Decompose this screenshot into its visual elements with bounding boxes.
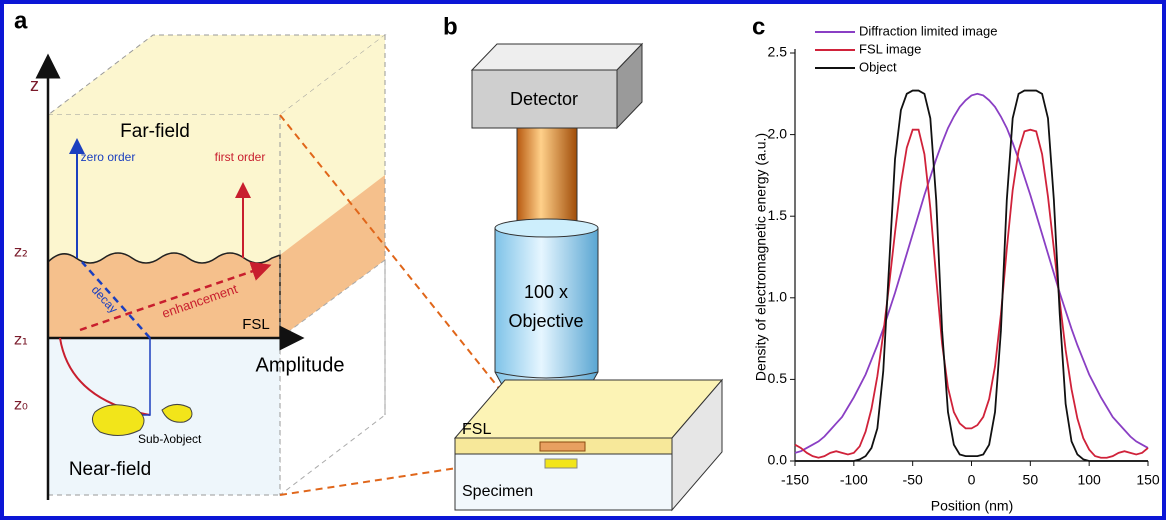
x-tick-label: 50 (1023, 472, 1039, 488)
x-tick-label: -150 (781, 472, 809, 488)
y-tick-label: 0.0 (768, 452, 788, 468)
axis-level: z₂ (14, 243, 28, 261)
axis-level: z₀ (14, 396, 28, 414)
panel-c: c Position (nm) Density of electromagnet… (752, 13, 1160, 513)
panel-label: b (443, 13, 458, 40)
detector-top (472, 44, 642, 70)
layer-label: Specimen (462, 483, 533, 500)
component-label: Detector (510, 89, 578, 109)
component-label: Objective (508, 311, 583, 331)
axis-label: z (30, 75, 39, 95)
layer-label: FSL (462, 421, 491, 438)
series-line (795, 94, 1148, 453)
y-tick-label: 2.0 (768, 125, 788, 141)
panel-label: a (14, 7, 28, 34)
legend-label: Diffraction limited image (859, 23, 997, 38)
y-tick-label: 1.0 (768, 289, 788, 305)
y-tick-label: 1.5 (768, 207, 788, 223)
x-tick-label: 0 (968, 472, 976, 488)
object-blob (92, 405, 144, 436)
y-tick-label: 2.5 (768, 44, 788, 60)
x-tick-label: -50 (903, 472, 923, 488)
tube (517, 128, 577, 224)
x-tick-label: -100 (840, 472, 868, 488)
sample (545, 459, 577, 468)
panel-a: a z Far-field zero order first order z₂ … (14, 7, 385, 500)
figure: a z Far-field zero order first order z₂ … (0, 0, 1166, 520)
order-label: zero order (81, 150, 136, 164)
order-label: first order (215, 150, 266, 164)
x-tick-label: 150 (1136, 472, 1160, 488)
axis-level: z₁ (14, 331, 28, 349)
layer-label: FSL (242, 316, 270, 333)
y-axis-title: Density of electromagnetic energy (a.u.) (753, 133, 769, 381)
legend-label: FSL image (859, 41, 921, 56)
x-tick-label: 100 (1077, 472, 1101, 488)
panel-label: c (752, 13, 765, 40)
x-axis-title: Position (nm) (931, 498, 1013, 514)
region-label: Far-field (120, 121, 190, 142)
y-tick-label: 0.5 (768, 370, 788, 386)
legend-label: Object (859, 59, 897, 74)
axis-label: Amplitude (256, 354, 345, 376)
region-label: Near-field (69, 459, 151, 480)
object-label: Sub-λobject (138, 432, 202, 446)
objective-top (495, 219, 598, 237)
component-label: 100 x (524, 282, 568, 302)
focus-spot (540, 442, 585, 451)
